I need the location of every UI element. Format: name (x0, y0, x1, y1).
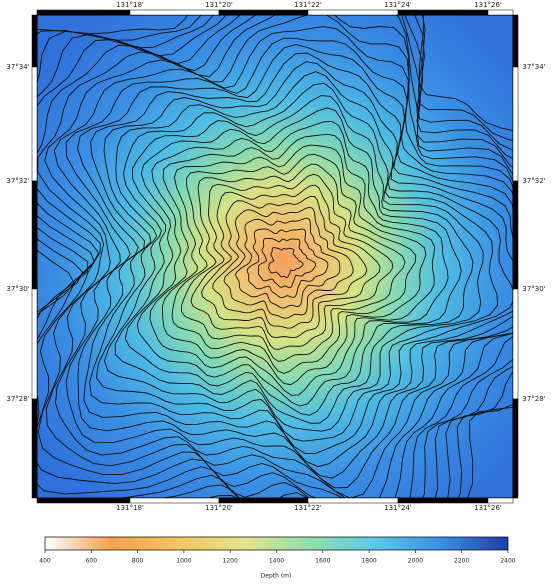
colorbar-tick-label: 1200 (223, 558, 238, 565)
frame-band (219, 498, 308, 503)
frame-band (308, 498, 398, 503)
colorbar-tick-label: 400 (39, 558, 51, 565)
longitude-label: 131°22' (294, 1, 322, 9)
frame-band (513, 15, 518, 67)
longitude-label: 131°26' (474, 504, 502, 512)
colorbar-tick-label: 600 (86, 558, 98, 565)
frame-band (398, 498, 488, 503)
longitude-label: 131°18' (116, 504, 144, 512)
longitude-label: 131°20' (205, 504, 233, 512)
colorbar-tick-label: 1400 (269, 558, 284, 565)
frame-band (513, 289, 518, 399)
frame-band (32, 15, 37, 67)
frame-band (488, 10, 513, 15)
colorbar-tick-label: 1000 (176, 558, 191, 565)
frame-band (130, 10, 219, 15)
colorbar-tick-label: 2000 (408, 558, 423, 565)
latitude-label: 37°28' (6, 395, 29, 403)
frame-band (32, 181, 37, 289)
latitude-label: 37°32' (522, 177, 545, 185)
frame-band (37, 498, 130, 503)
colorbar-tick-label: 800 (132, 558, 144, 565)
latitude-label: 37°28' (522, 395, 545, 403)
frame-band (32, 399, 37, 498)
frame-band (37, 10, 130, 15)
longitude-label: 131°26' (474, 1, 502, 9)
frame-band (32, 289, 37, 399)
frame-band (513, 399, 518, 498)
longitude-label: 131°22' (294, 504, 322, 512)
latitude-label: 37°34' (6, 63, 29, 71)
colorbar-tick-label: 1600 (315, 558, 330, 565)
latitude-label: 37°34' (522, 63, 545, 71)
frame-band (513, 67, 518, 181)
longitude-label: 131°20' (205, 1, 233, 9)
frame-band (488, 498, 513, 503)
colorbar (45, 537, 508, 550)
colorbar-tick-label: 1800 (361, 558, 376, 565)
frame-band (308, 10, 398, 15)
frame-band (219, 10, 308, 15)
latitude-label: 37°30' (522, 285, 545, 293)
longitude-label: 131°24' (384, 504, 412, 512)
colorbar-tick-label: 2200 (454, 558, 469, 565)
map-figure: Depth (m) 131°18' 131°18' 131°20' 131°20' 13… (0, 0, 557, 584)
colorbar-tick-label: 2400 (500, 558, 515, 565)
latitude-label: 37°32' (6, 177, 29, 185)
frame-band (513, 181, 518, 289)
longitude-label: 131°24' (384, 1, 412, 9)
frame-band (398, 10, 488, 15)
colorbar-label: Depth (m) (261, 573, 292, 580)
frame-band (130, 498, 219, 503)
frame-band (32, 67, 37, 181)
longitude-label: 131°18' (116, 1, 144, 9)
latitude-label: 37°30' (6, 285, 29, 293)
